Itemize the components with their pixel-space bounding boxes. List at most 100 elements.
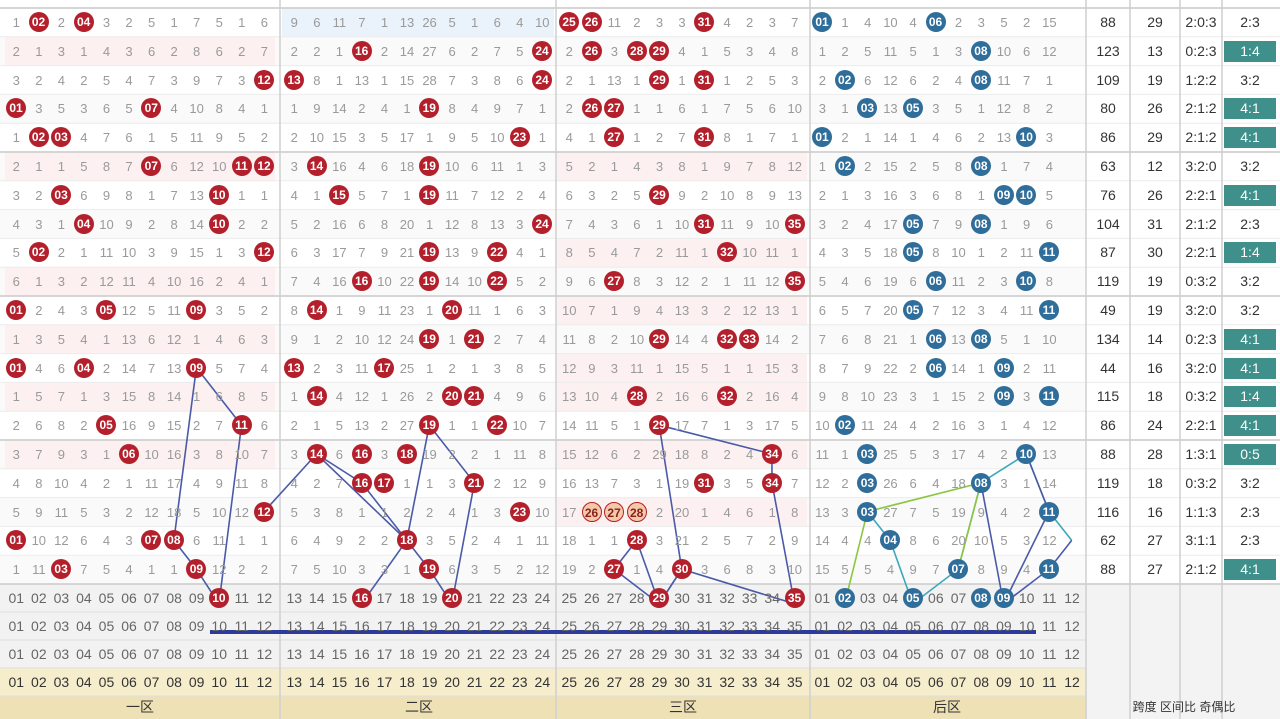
select-ball[interactable]: 20 (441, 588, 462, 608)
number-select[interactable]: 34 (764, 674, 780, 690)
number-select[interactable]: 33 (741, 646, 758, 662)
number-select[interactable]: 29 (651, 618, 668, 634)
number-select[interactable]: 35 (786, 646, 803, 662)
number-select[interactable]: 04 (882, 590, 899, 606)
number-select[interactable]: 10 (1018, 674, 1035, 690)
number-select[interactable]: 05 (98, 646, 115, 662)
number-select[interactable]: 01 (814, 618, 831, 634)
number-select[interactable]: 04 (76, 618, 92, 634)
number-select[interactable]: 03 (859, 674, 876, 690)
number-select[interactable]: 01 (8, 618, 25, 634)
number-select[interactable]: 06 (928, 674, 944, 690)
number-select[interactable]: 32 (719, 618, 735, 634)
number-select[interactable]: 16 (354, 646, 370, 662)
number-select[interactable]: 22 (489, 618, 505, 634)
number-select[interactable]: 02 (837, 674, 853, 690)
number-select[interactable]: 14 (309, 674, 325, 690)
select-ball[interactable]: 08 (970, 588, 991, 608)
number-select[interactable]: 16 (354, 618, 370, 634)
number-select[interactable]: 11 (1042, 618, 1057, 634)
number-select[interactable]: 28 (629, 618, 645, 634)
number-select[interactable]: 05 (98, 618, 115, 634)
number-select[interactable]: 03 (53, 590, 70, 606)
number-select[interactable]: 12 (256, 590, 273, 606)
number-select[interactable]: 21 (466, 590, 483, 606)
number-select[interactable]: 15 (331, 618, 348, 634)
number-select[interactable]: 30 (674, 618, 690, 634)
number-select[interactable]: 17 (376, 618, 393, 634)
number-select[interactable]: 09 (996, 674, 1012, 690)
number-select[interactable]: 02 (31, 646, 47, 662)
number-select[interactable]: 32 (719, 590, 735, 606)
number-select[interactable]: 15 (331, 646, 348, 662)
number-select[interactable]: 08 (973, 618, 990, 634)
number-select[interactable]: 04 (76, 590, 92, 606)
number-select[interactable]: 10 (211, 646, 227, 662)
number-select[interactable]: 12 (256, 646, 273, 662)
number-select[interactable]: 29 (651, 646, 668, 662)
number-select[interactable]: 03 (53, 618, 70, 634)
number-select[interactable]: 02 (837, 618, 853, 634)
number-select[interactable]: 09 (188, 646, 205, 662)
number-select[interactable]: 21 (466, 646, 483, 662)
number-select[interactable]: 25 (561, 674, 578, 690)
number-select[interactable]: 28 (629, 674, 645, 690)
number-select[interactable]: 06 (121, 646, 137, 662)
number-select[interactable]: 14 (309, 618, 325, 634)
select-ball[interactable]: 10 (208, 588, 229, 608)
number-select[interactable]: 21 (466, 618, 483, 634)
select-ball[interactable]: 05 (902, 588, 923, 608)
number-select[interactable]: 20 (444, 674, 460, 690)
number-select[interactable]: 18 (399, 618, 415, 634)
number-select[interactable]: 21 (466, 674, 483, 690)
number-select[interactable]: 22 (489, 674, 505, 690)
number-select[interactable]: 23 (511, 618, 528, 634)
number-select[interactable]: 04 (882, 646, 899, 662)
number-select[interactable]: 05 (905, 646, 921, 662)
number-select[interactable]: 26 (584, 590, 600, 606)
number-select[interactable]: 03 (53, 674, 70, 690)
number-select[interactable]: 13 (286, 590, 303, 606)
number-select[interactable]: 28 (629, 646, 645, 662)
number-select[interactable]: 08 (973, 646, 990, 662)
number-select[interactable]: 09 (188, 674, 205, 690)
number-select[interactable]: 10 (211, 674, 227, 690)
select-ball[interactable]: 35 (784, 588, 805, 608)
number-select[interactable]: 35 (786, 618, 803, 634)
number-select[interactable]: 23 (511, 590, 528, 606)
number-select[interactable]: 10 (211, 618, 227, 634)
number-select[interactable]: 10 (1018, 646, 1035, 662)
number-select[interactable]: 26 (584, 674, 600, 690)
number-select[interactable]: 11 (1042, 646, 1057, 662)
number-select[interactable]: 34 (764, 590, 780, 606)
number-select[interactable]: 22 (489, 646, 505, 662)
number-select[interactable]: 04 (882, 674, 899, 690)
number-select[interactable]: 11 (1042, 590, 1057, 606)
number-select[interactable]: 06 (928, 618, 944, 634)
number-select[interactable]: 12 (1064, 590, 1080, 606)
number-select[interactable]: 22 (489, 590, 505, 606)
number-select[interactable]: 19 (421, 646, 438, 662)
number-select[interactable]: 28 (629, 590, 645, 606)
number-select[interactable]: 05 (98, 590, 115, 606)
select-ball[interactable]: 29 (649, 588, 670, 608)
number-select[interactable]: 25 (561, 646, 578, 662)
number-select[interactable]: 16 (354, 674, 370, 690)
number-select[interactable]: 04 (76, 646, 92, 662)
number-select[interactable]: 03 (53, 646, 70, 662)
number-select[interactable]: 25 (561, 590, 578, 606)
number-select[interactable]: 12 (1064, 646, 1080, 662)
number-select[interactable]: 29 (651, 674, 668, 690)
number-select[interactable]: 06 (121, 590, 137, 606)
number-select[interactable]: 33 (741, 618, 758, 634)
number-select[interactable]: 20 (444, 618, 460, 634)
number-select[interactable]: 13 (286, 618, 303, 634)
number-select[interactable]: 08 (166, 674, 182, 690)
number-select[interactable]: 11 (234, 646, 250, 662)
number-select[interactable]: 07 (950, 590, 967, 606)
number-select[interactable]: 32 (719, 646, 735, 662)
number-select[interactable]: 26 (584, 618, 600, 634)
number-select[interactable]: 33 (741, 674, 758, 690)
number-select[interactable]: 07 (143, 618, 160, 634)
number-select[interactable]: 14 (309, 590, 325, 606)
